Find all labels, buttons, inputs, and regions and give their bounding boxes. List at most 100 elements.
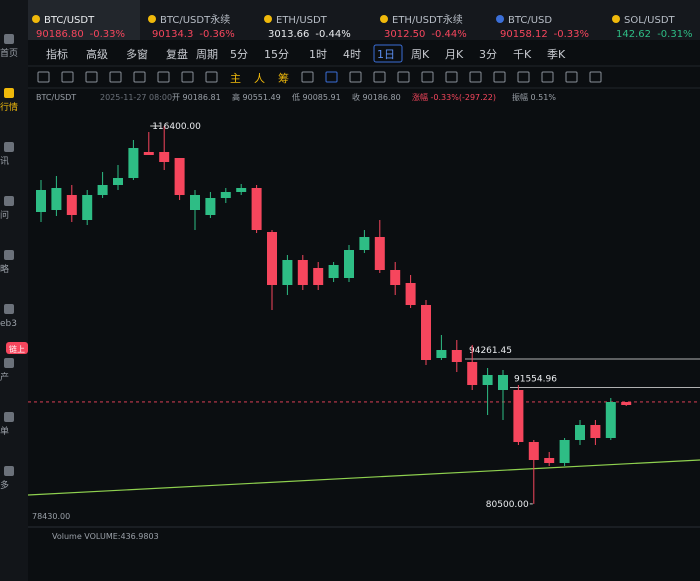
tab-name[interactable]: ETH/USDT永续 [392, 13, 463, 26]
tool-icon[interactable] [325, 71, 338, 83]
tool-icon[interactable] [181, 71, 194, 83]
sidebar-label[interactable]: 略 [0, 263, 9, 275]
candle-body [344, 250, 354, 278]
tab-price: 90134.3 [152, 29, 193, 40]
candle-body [251, 188, 262, 230]
toolbar-item[interactable]: 千K [513, 48, 532, 61]
sidebar-label[interactable]: 产 [0, 371, 9, 383]
sidebar-label[interactable]: 讯 [0, 156, 9, 167]
draw-tool[interactable]: 人 [254, 72, 265, 85]
candle-body [236, 188, 247, 192]
toolbar-item[interactable]: 周K [411, 48, 430, 61]
tool-icon[interactable] [301, 71, 314, 83]
toolbar-item[interactable]: 指标 [46, 47, 68, 61]
sidebar-icon [4, 196, 14, 206]
tool-icon[interactable] [373, 71, 386, 83]
sidebar-label[interactable]: 多 [0, 479, 9, 491]
candle-body [159, 152, 170, 162]
draw-tool[interactable]: 筹 [278, 71, 289, 85]
toolbar-item[interactable]: 3分 [479, 48, 497, 61]
tool-icon[interactable] [133, 71, 146, 83]
sidebar-badge: 链上 [9, 344, 25, 354]
toolbar-item[interactable]: 15分 [264, 48, 289, 61]
sidebar-label[interactable]: 单 [0, 425, 9, 437]
candle-body [267, 232, 277, 285]
sidebar-label[interactable]: eb3 [0, 319, 17, 329]
candle-body [190, 195, 200, 210]
candle-body [513, 390, 524, 442]
tool-icon[interactable] [541, 71, 554, 83]
tool-icon[interactable] [205, 71, 218, 83]
tool-icon[interactable] [397, 71, 410, 83]
active-period [373, 44, 403, 63]
candle-body [528, 442, 539, 460]
candle-body [328, 265, 339, 278]
candle-body [621, 402, 632, 405]
candle-body [421, 305, 431, 360]
tool-icon[interactable] [157, 71, 170, 83]
candle-body [359, 237, 370, 250]
candle-body [544, 458, 555, 463]
tool-icon[interactable] [493, 71, 506, 83]
tab-price: 142.62 [616, 29, 651, 40]
info-field: 涨幅 -0.33%(-297.22) [412, 92, 496, 102]
candle-body [374, 237, 385, 270]
candle-body [128, 148, 139, 178]
tool-icon[interactable] [445, 71, 458, 83]
badge [6, 342, 28, 354]
tab-change: -0.44% [315, 29, 350, 40]
tab-name[interactable]: ETH/USDT [276, 15, 328, 26]
tool-icon[interactable] [109, 71, 122, 83]
candle-body [605, 402, 616, 438]
sidebar-icon [4, 34, 14, 44]
sidebar-label[interactable]: 行情 [0, 101, 18, 113]
candle-body [405, 283, 416, 305]
toolbar-item[interactable]: 月K [445, 48, 464, 61]
candle-body [575, 425, 585, 440]
sidebar-label[interactable]: 首页 [0, 47, 18, 59]
tool-icon[interactable] [517, 71, 530, 83]
tab-name[interactable]: BTC/USDT [44, 15, 95, 26]
toolbar-item[interactable]: 多窗 [126, 47, 148, 61]
candle-body [390, 270, 401, 285]
tab-name[interactable]: BTC/USDT永续 [160, 13, 230, 26]
tool-icon[interactable] [85, 71, 98, 83]
toolbar-item[interactable]: 季K [547, 48, 566, 61]
tool-icon[interactable] [589, 71, 602, 83]
toolbar-item[interactable]: 高级 [86, 47, 108, 61]
info-symbol: BTC/USDT [36, 93, 76, 102]
info-field: 高 90551.49 [232, 92, 281, 102]
candle-body [36, 190, 46, 212]
tab-price: 90158.12 [500, 29, 548, 40]
toolbar-item[interactable]: 1日 [377, 48, 395, 61]
tool-icon[interactable] [37, 71, 50, 83]
toolbar-item[interactable]: 周期 [196, 48, 218, 61]
tool-icon[interactable] [349, 71, 362, 83]
tab-name[interactable]: BTC/USD [508, 15, 552, 26]
toolbar-item[interactable]: 5分 [230, 48, 248, 61]
tab-name[interactable]: SOL/USDT [624, 15, 676, 26]
volume-label: Volume VOLUME:436.9803 [52, 532, 159, 541]
sidebar-icon [4, 358, 14, 368]
active-tab[interactable] [28, 0, 140, 40]
low-label: 80500.00 [486, 500, 529, 510]
info-field: 低 90085.91 [292, 92, 341, 102]
tab-change: -0.44% [431, 29, 466, 40]
sidebar-label[interactable]: 问 [0, 209, 9, 221]
tab-change: -0.33% [554, 29, 589, 40]
toolbar-item[interactable]: 1时 [309, 48, 327, 61]
draw-tool[interactable]: 主 [230, 72, 241, 85]
toolbar-item[interactable]: 4时 [343, 48, 361, 61]
candle-body [436, 350, 447, 358]
tool-icon[interactable] [421, 71, 434, 83]
tool-icon[interactable] [469, 71, 482, 83]
level-label: 94261.45 [469, 346, 512, 356]
toolbar-item[interactable]: 复盘 [166, 47, 188, 61]
tool-icon[interactable] [61, 71, 74, 83]
tool-icon[interactable] [565, 71, 578, 83]
tab-change: -0.33% [90, 29, 125, 40]
info-field: 开 90186.81 [172, 93, 221, 102]
